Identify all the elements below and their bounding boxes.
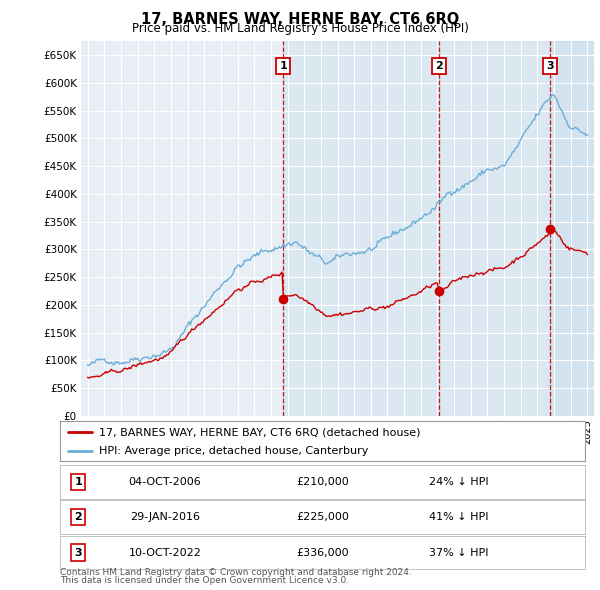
- Text: £336,000: £336,000: [296, 548, 349, 558]
- Text: 04-OCT-2006: 04-OCT-2006: [128, 477, 202, 487]
- Text: HPI: Average price, detached house, Canterbury: HPI: Average price, detached house, Cant…: [100, 445, 369, 455]
- Text: £210,000: £210,000: [296, 477, 349, 487]
- Text: 24% ↓ HPI: 24% ↓ HPI: [429, 477, 489, 487]
- Bar: [550, 41, 594, 416]
- Text: 10-OCT-2022: 10-OCT-2022: [128, 548, 202, 558]
- Text: 2: 2: [74, 512, 82, 522]
- Text: 2: 2: [435, 61, 442, 71]
- Text: 37% ↓ HPI: 37% ↓ HPI: [429, 548, 489, 558]
- Text: 41% ↓ HPI: 41% ↓ HPI: [429, 512, 489, 522]
- Text: Price paid vs. HM Land Registry's House Price Index (HPI): Price paid vs. HM Land Registry's House …: [131, 22, 469, 35]
- Text: 1: 1: [280, 61, 287, 71]
- Text: Contains HM Land Registry data © Crown copyright and database right 2024.: Contains HM Land Registry data © Crown c…: [60, 568, 412, 577]
- Bar: [550, 41, 594, 416]
- Text: 17, BARNES WAY, HERNE BAY, CT6 6RQ (detached house): 17, BARNES WAY, HERNE BAY, CT6 6RQ (deta…: [100, 427, 421, 437]
- Text: 29-JAN-2016: 29-JAN-2016: [130, 512, 200, 522]
- Bar: [439, 41, 550, 416]
- Text: 3: 3: [74, 548, 82, 558]
- Text: This data is licensed under the Open Government Licence v3.0.: This data is licensed under the Open Gov…: [60, 576, 349, 585]
- Text: £225,000: £225,000: [296, 512, 349, 522]
- Text: 3: 3: [547, 61, 554, 71]
- Text: 1: 1: [74, 477, 82, 487]
- Bar: [283, 41, 439, 416]
- Text: 17, BARNES WAY, HERNE BAY, CT6 6RQ: 17, BARNES WAY, HERNE BAY, CT6 6RQ: [141, 12, 459, 27]
